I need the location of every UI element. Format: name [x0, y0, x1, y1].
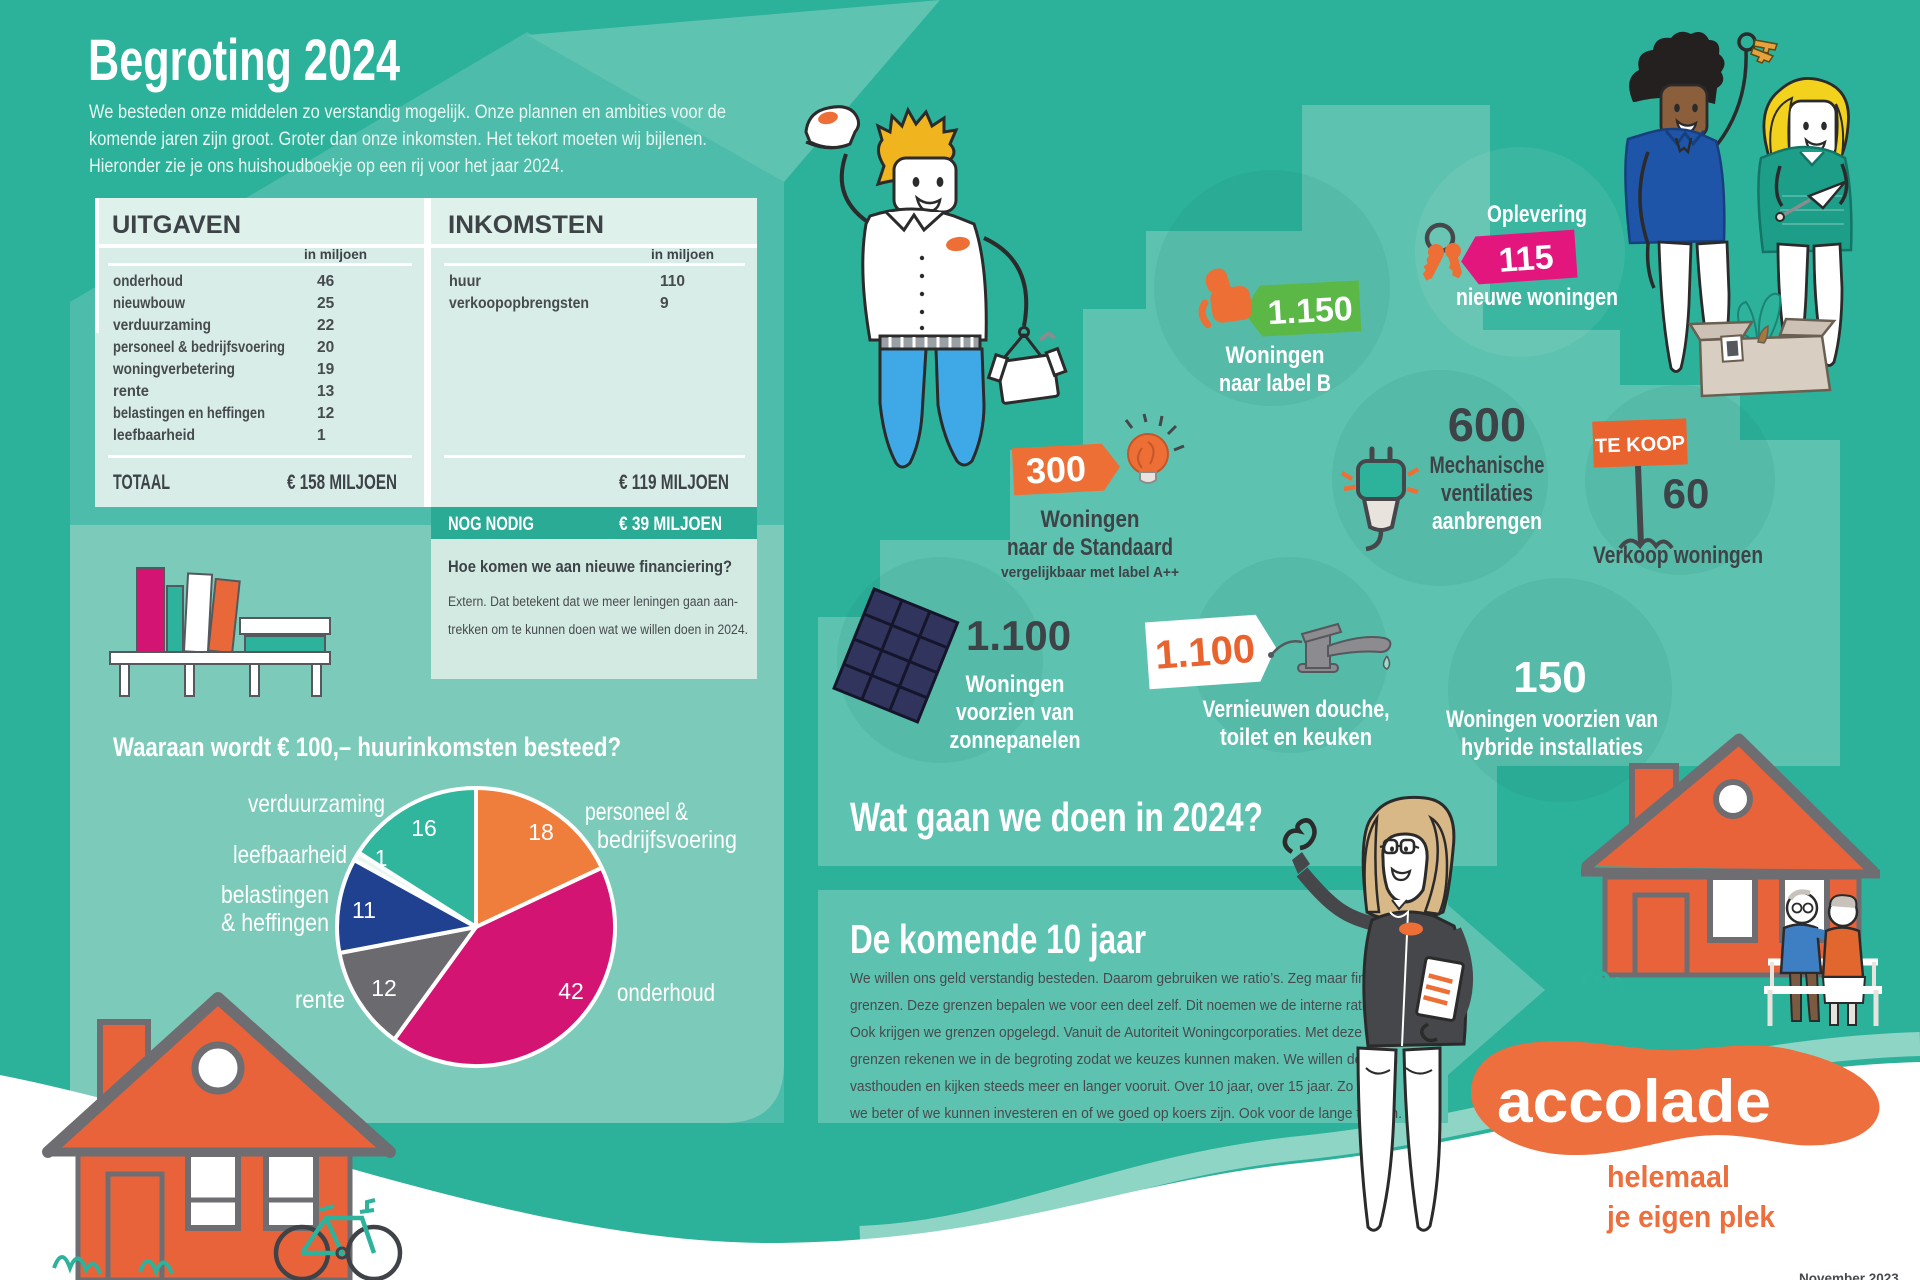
svg-text:11: 11 [352, 897, 376, 923]
svg-text:60: 60 [1663, 470, 1710, 517]
svg-text:nieuwe woningen: nieuwe woningen [1456, 284, 1618, 311]
svg-text:leefbaarheid: leefbaarheid [233, 841, 347, 869]
svg-text:hybride installaties: hybride installaties [1461, 734, 1643, 761]
svg-text:110: 110 [660, 273, 685, 290]
svg-text:leefbaarheid: leefbaarheid [113, 427, 195, 444]
svg-text:Hoe komen we aan nieuwe financ: Hoe komen we aan nieuwe financiering? [448, 558, 732, 576]
svg-text:verduurzaming: verduurzaming [248, 790, 385, 818]
svg-text:Wat gaan we doen in 2024?: Wat gaan we doen in 2024? [850, 794, 1263, 840]
svg-text:zonnepanelen: zonnepanelen [950, 727, 1081, 754]
svg-text:trekken om te kunnen doen wat: trekken om te kunnen doen wat we willen … [448, 622, 748, 637]
svg-text:INKOMSTEN: INKOMSTEN [448, 211, 604, 239]
svg-text:personeel &: personeel & [585, 798, 688, 826]
svg-text:UITGAVEN: UITGAVEN [112, 211, 241, 239]
svg-text:grenzen rekenen we in de begro: grenzen rekenen we in de begroting zodat… [850, 1051, 1398, 1068]
svg-text:rente: rente [113, 383, 149, 400]
svg-text:komende jaren zijn groot. Grot: komende jaren zijn groot. Groter dan onz… [89, 128, 707, 150]
svg-text:18: 18 [528, 819, 554, 845]
svg-text:in miljoen: in miljoen [304, 247, 367, 262]
svg-text:1: 1 [375, 845, 388, 871]
svg-text:Verkoop woningen: Verkoop woningen [1593, 542, 1763, 569]
svg-text:We besteden onze middelen zo v: We besteden onze middelen zo verstandig … [89, 101, 726, 123]
svg-text:1.100: 1.100 [1154, 627, 1257, 678]
svg-text:We willen ons geld verstandig: We willen ons geld verstandig besteden. … [850, 970, 1410, 987]
svg-text:1.100: 1.100 [966, 612, 1071, 659]
svg-text:TOTAAL: TOTAAL [113, 471, 170, 494]
svg-text:16: 16 [411, 815, 437, 841]
svg-text:woningverbetering: woningverbetering [112, 361, 235, 378]
svg-text:€ 119 MILJOEN: € 119 MILJOEN [619, 471, 729, 494]
svg-text:46: 46 [317, 273, 335, 290]
svg-text:1: 1 [317, 427, 326, 444]
svg-text:Waaraan wordt € 100,– huurinko: Waaraan wordt € 100,– huurinkomsten best… [113, 732, 621, 762]
svg-text:je eigen plek: je eigen plek [1606, 1199, 1776, 1234]
svg-text:12: 12 [317, 405, 334, 422]
svg-text:€ 39 MILJOEN: € 39 MILJOEN [619, 514, 722, 535]
svg-text:115: 115 [1497, 238, 1554, 280]
svg-text:voorzien van: voorzien van [956, 699, 1074, 726]
svg-text:20: 20 [317, 339, 334, 356]
svg-text:De komende 10 jaar: De komende 10 jaar [850, 916, 1146, 962]
svg-text:Woningen voorzien van: Woningen voorzien van [1446, 706, 1658, 733]
svg-text:we beter of we kunnen invester: we beter of we kunnen investeren en of w… [849, 1105, 1402, 1122]
svg-text:belastingen en heffingen: belastingen en heffingen [113, 405, 265, 422]
svg-text:belastingen: belastingen [221, 881, 329, 909]
svg-text:verkoopopbrengsten: verkoopopbrengsten [449, 295, 589, 312]
svg-text:Vernieuwen douche,: Vernieuwen douche, [1203, 696, 1390, 723]
svg-text:Extern. Dat betekent dat we me: Extern. Dat betekent dat we meer leninge… [448, 594, 738, 609]
svg-text:& heffingen: & heffingen [221, 909, 329, 937]
svg-text:verduurzaming: verduurzaming [113, 317, 211, 334]
svg-text:Woningen: Woningen [1226, 342, 1325, 369]
svg-text:vergelijkbaar met label A++: vergelijkbaar met label A++ [1001, 564, 1179, 581]
svg-text:Begroting 2024: Begroting 2024 [88, 28, 400, 93]
svg-text:13: 13 [317, 383, 335, 400]
svg-text:Hieronder zie je ons huishoudb: Hieronder zie je ons huishoudboekje op e… [89, 155, 564, 177]
svg-text:22: 22 [317, 317, 334, 334]
svg-text:onderhoud: onderhoud [113, 273, 183, 290]
svg-text:November 2023: November 2023 [1799, 1271, 1899, 1280]
svg-text:9: 9 [660, 295, 669, 312]
svg-text:25: 25 [317, 295, 335, 312]
svg-text:helemaal: helemaal [1607, 1159, 1730, 1194]
svg-text:rente: rente [295, 986, 345, 1014]
svg-text:nieuwbouw: nieuwbouw [113, 295, 186, 312]
svg-text:Woningen: Woningen [1041, 506, 1140, 533]
svg-text:300: 300 [1025, 448, 1087, 492]
svg-text:1.150: 1.150 [1267, 290, 1354, 332]
svg-text:Woningen: Woningen [966, 671, 1065, 698]
svg-text:naar label B: naar label B [1219, 370, 1331, 397]
svg-text:personeel & bedrijfsvoering: personeel & bedrijfsvoering [113, 339, 285, 356]
svg-text:12: 12 [371, 975, 397, 1001]
svg-text:Mechanische: Mechanische [1430, 452, 1545, 479]
svg-text:TE KOOP: TE KOOP [1595, 432, 1686, 457]
svg-text:accolade: accolade [1497, 1068, 1771, 1135]
svg-text:€ 158 MILJOEN: € 158 MILJOEN [287, 471, 397, 494]
svg-text:Oplevering: Oplevering [1487, 201, 1587, 228]
svg-text:150: 150 [1513, 653, 1586, 702]
svg-text:42: 42 [558, 978, 584, 1004]
svg-text:ventilaties: ventilaties [1441, 480, 1533, 507]
svg-text:Ook krijgen we grenzen opgeleg: Ook krijgen we grenzen opgelegd. Vanuit … [850, 1024, 1362, 1041]
svg-text:onderhoud: onderhoud [617, 979, 715, 1007]
svg-text:naar de Standaard: naar de Standaard [1007, 534, 1173, 561]
svg-text:aanbrengen: aanbrengen [1432, 508, 1542, 535]
svg-text:vasthouden en kijken steeds me: vasthouden en kijken steeds meer en lang… [850, 1078, 1394, 1095]
svg-text:19: 19 [317, 361, 335, 378]
svg-text:NOG NODIG: NOG NODIG [448, 514, 534, 535]
svg-text:huur: huur [449, 273, 481, 290]
svg-text:grenzen. Deze grenzen bepalen: grenzen. Deze grenzen bepalen we voor ee… [850, 997, 1386, 1014]
svg-text:toilet en keuken: toilet en keuken [1220, 724, 1372, 751]
svg-text:bedrijfsvoering: bedrijfsvoering [597, 826, 737, 854]
svg-text:600: 600 [1448, 398, 1526, 451]
svg-text:in miljoen: in miljoen [651, 247, 714, 262]
